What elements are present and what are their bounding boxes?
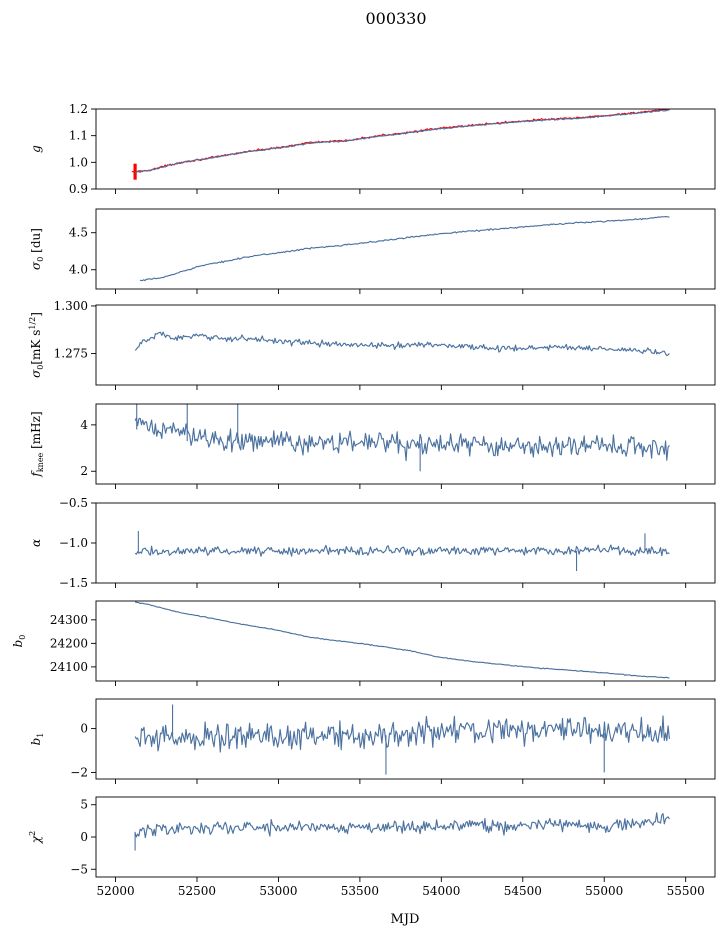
x-tick-label: 54000 [422,884,460,898]
series-line [134,715,670,753]
y-tick-label: −5 [70,862,88,876]
y-axis-label: α [29,539,43,547]
y-axis-label: b1 [29,733,45,746]
x-tick-label: 52000 [96,884,134,898]
series-line [134,417,670,462]
x-tick-label: 53500 [341,884,379,898]
y-axis-label: b0 [11,635,27,648]
subplot-1: 0.9 1.0 1.1 1.2 g [29,102,716,196]
y-tick-label: 1.300 [54,299,88,313]
y-tick-label: 1.2 [69,102,88,116]
axes-frame [95,698,716,780]
axes-frame [95,796,716,878]
y-tick-label: 0 [80,722,88,736]
series-line [135,109,670,174]
subplot-2: 4.0 4.5 σ0 [du] [29,208,716,294]
y-tick-label: 24100 [50,660,88,674]
x-axis-label: MJD [391,912,420,927]
y-tick-label: 1.0 [69,155,88,169]
axes-frame [95,208,716,290]
y-tick-label: −1.0 [59,536,88,550]
series-line [134,812,670,839]
subplot-6: 24100 24200 24300 b0 [11,600,716,686]
y-axis-label: χ2 [28,831,43,844]
axes-frame [95,403,716,485]
series-line [139,216,670,282]
y-axis-label: g [29,145,43,153]
axes-frame [95,600,716,682]
x-tick-label: 54500 [504,884,542,898]
x-tick-label: 53000 [259,884,297,898]
y-tick-label: 4 [80,418,88,432]
subplot-4: 2 4 fknee [mHz] [29,403,716,489]
subplot-3: 1.275 1.300 σ0[mK s1/2] [28,299,716,390]
x-tick-label: 52500 [178,884,216,898]
y-tick-label: 5 [80,798,88,812]
subplot-7: −2 0 b1 [29,698,716,784]
series-line [131,109,670,173]
series-line [134,601,670,679]
y-tick-label: 24200 [50,636,88,650]
y-tick-label: −0.5 [59,496,88,510]
x-tick-label: 55000 [585,884,623,898]
y-tick-label: 4.5 [69,226,88,240]
y-tick-label: −2 [70,765,88,779]
figure-title: 000330 [365,9,426,28]
y-tick-label: 4.0 [69,263,88,277]
x-tick-label: 55500 [667,884,705,898]
axes-frame [95,304,716,386]
series-line [134,331,670,357]
y-axis-label: σ0 [du] [29,228,45,270]
y-tick-label: 2 [80,464,88,478]
series-line [134,544,670,557]
y-tick-label: −1.5 [59,576,88,590]
subplot-5: −1.5 −1.0 −0.5 α [29,496,716,590]
axes-frame [95,502,716,584]
subplots: 0.9 1.0 1.1 1.2 g 4.0 4.5 σ0 [du] 1.275 1.300 σ0[m… [11,102,716,898]
y-tick-label: 1.275 [54,347,88,361]
y-tick-label: 0 [80,830,88,844]
y-axis-label: σ0[mK s1/2] [28,312,45,378]
y-tick-label: 24300 [50,613,88,627]
subplot-8: −5 0 5 52000 52500 53000 53500 54000 54500 55000 5… [28,796,716,898]
y-tick-label: 1.1 [69,129,88,143]
y-tick-label: 0.9 [69,182,88,196]
y-axis-label: fknee [mHz] [29,411,45,477]
axes-frame [95,108,716,190]
